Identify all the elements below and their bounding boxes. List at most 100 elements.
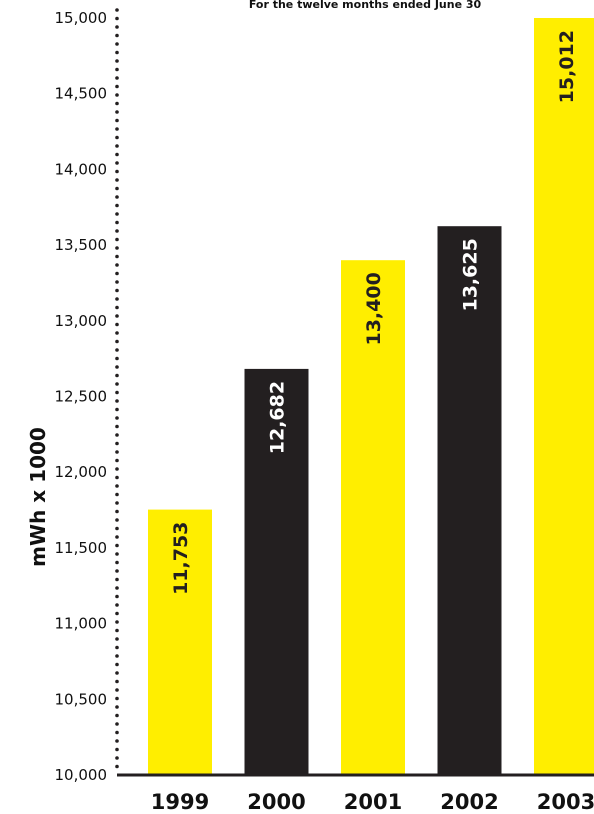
y-tick-label: 11,000 [55,615,108,633]
y-axis-dot [115,526,119,531]
y-axis-dot [115,288,119,293]
y-axis-dot [115,603,119,607]
y-axis-dot [115,42,119,46]
bar-2001 [341,260,405,775]
y-axis-dot [115,399,119,403]
y-axis-dot [115,25,119,29]
y-axis-dot [115,467,119,471]
y-axis-dot [115,730,119,735]
y-axis-dot [115,271,119,276]
x-tick-label: 2001 [344,790,402,814]
y-axis-dot [115,144,119,148]
y-axis: 10,000 10,500 11,000 11,500 12,000 12,500 13,0… [55,8,119,784]
y-axis-dot [115,50,119,55]
y-axis-dot [115,390,119,395]
y-tick-label: 10,000 [55,766,108,784]
y-axis-dot [115,314,119,318]
y-axis-dot [115,237,119,242]
y-axis-dot [115,322,119,327]
y-axis-dot [115,178,119,182]
y-axis-dot [115,543,119,548]
y-axis-dot [115,518,119,522]
y-axis-dot [115,501,119,505]
chart-subtitle: For the twelve months ended June 30 [249,0,482,11]
y-axis-dot [115,373,119,378]
y-axis-dot [115,382,119,386]
x-tick-label: 2003 [537,790,594,814]
y-axis-dot [115,535,119,539]
y-axis-dot [115,110,119,114]
y-axis-dot [115,67,119,72]
y-axis-dot [115,348,119,352]
x-axis-labels: 1999 2000 2001 2002 2003 [151,790,594,814]
y-axis-dot [115,16,119,21]
y-axis-dot [115,645,119,650]
y-axis-dot [115,84,119,89]
y-axis-dot [115,8,119,12]
y-axis-dot [115,475,119,480]
y-axis-dot [115,722,119,726]
y-axis-dot [115,637,119,641]
x-tick-label: 1999 [151,790,209,814]
y-axis-dot [115,577,119,582]
bar-value-label: 11,753 [170,522,192,595]
bar-value-label: 15,012 [556,30,578,103]
y-axis-dot [115,764,119,769]
y-axis-dot [115,339,119,344]
y-tick-label: 11,500 [55,539,108,557]
y-tick-label: 14,500 [55,85,108,103]
y-axis-dot [115,416,119,420]
y-axis-dot [115,118,119,123]
y-axis-dot [115,356,119,361]
y-axis-dot [115,203,119,208]
y-axis-dot [115,135,119,140]
y-axis-dot [115,93,119,97]
x-tick-label: 2002 [440,790,498,814]
y-axis-dot [115,407,119,412]
y-tick-label: 15,000 [55,9,108,27]
y-axis-dot [115,365,119,369]
y-axis-dot [115,169,119,174]
bar-2003 [534,18,594,775]
x-tick-label: 2000 [247,790,305,814]
y-axis-dot [115,611,119,616]
bar-2002 [437,226,502,775]
y-axis-dot [115,586,119,590]
y-axis-dot [115,263,119,267]
y-tick-label: 12,500 [55,388,108,406]
y-axis-dot [115,713,119,718]
y-axis-dot [115,569,119,573]
y-tick-label: 14,000 [55,160,108,178]
y-axis-dot [115,212,119,216]
y-axis-dot [115,458,119,463]
y-axis-dot [115,509,119,514]
bars: 11,753 12,682 13,400 13,625 15,012 [148,18,594,775]
y-axis-dot [115,305,119,310]
y-axis-dot [115,671,119,675]
y-tick-label: 13,000 [55,312,108,330]
y-axis-dot [115,152,119,157]
bar-value-label: 13,400 [363,272,385,345]
y-axis-dot [115,195,119,199]
y-axis-dot [115,654,119,658]
y-axis-dot [115,161,119,165]
y-axis-dot [115,59,119,63]
y-tick-label: 13,500 [55,236,108,254]
y-axis-dot [115,620,119,624]
y-axis-dot [115,220,119,225]
y-axis-dot [115,628,119,633]
bar-value-label: 13,625 [460,238,482,311]
y-axis-dot [115,739,119,743]
y-axis-dot [115,492,119,497]
y-axis-dot [115,552,119,556]
bar-value-label: 12,682 [267,381,289,454]
y-axis-dot [115,450,119,454]
y-axis-dot [115,662,119,667]
y-axis-dot [115,254,119,259]
y-axis-dot [115,747,119,752]
bar-1999 [148,509,212,775]
y-axis-dot [115,560,119,565]
y-axis-dot [115,246,119,250]
y-axis-dot [115,331,119,335]
y-axis-dot [115,705,119,709]
